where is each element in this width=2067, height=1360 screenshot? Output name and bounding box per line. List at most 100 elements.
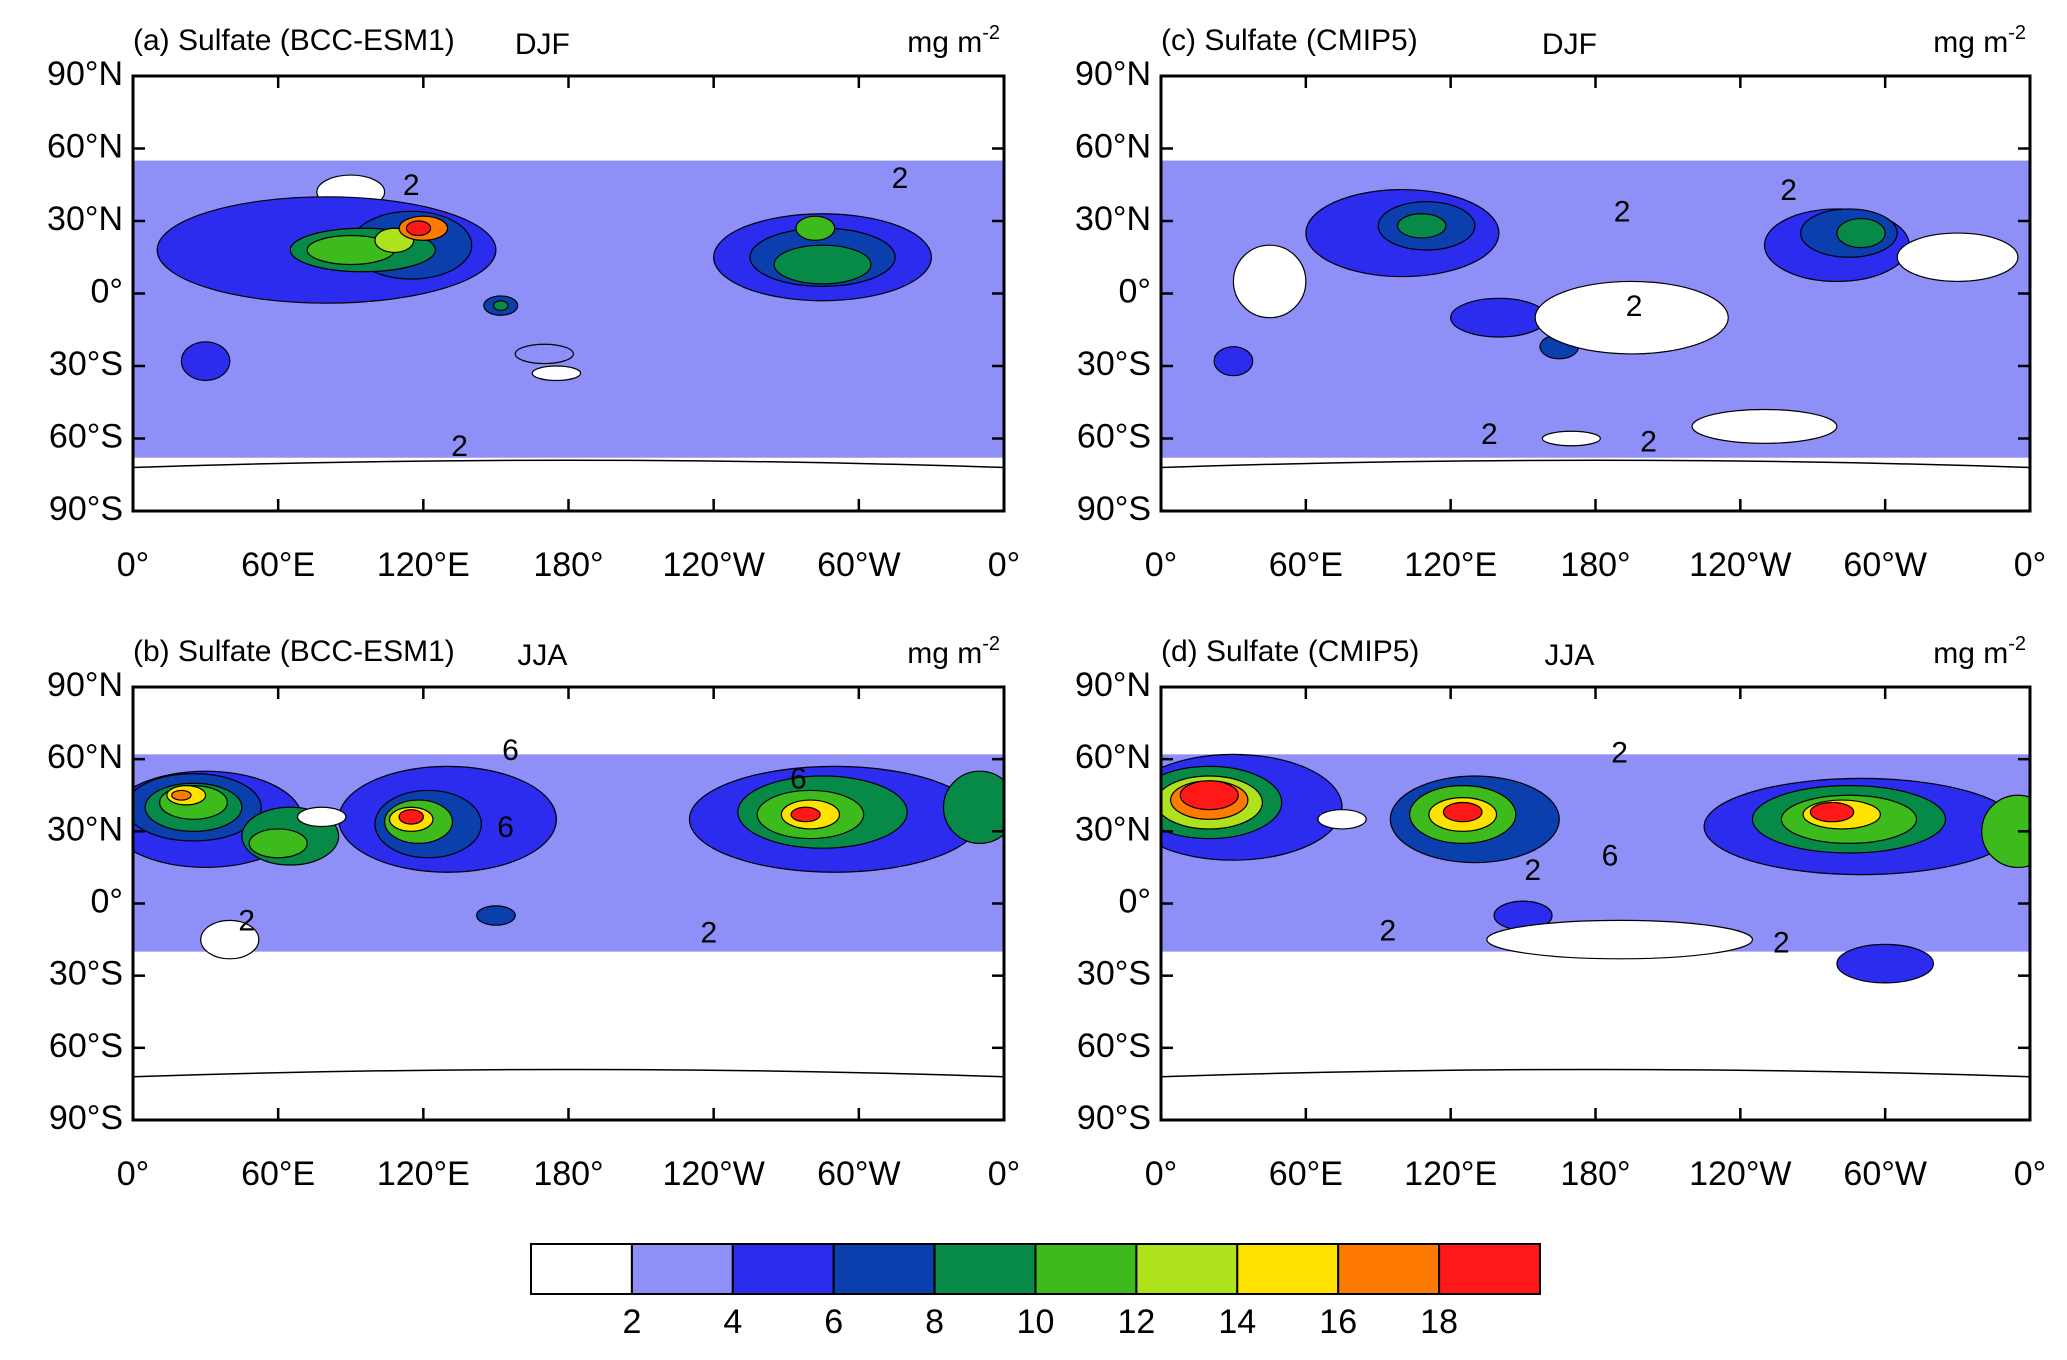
y-tick-label: 90°N bbox=[47, 666, 123, 704]
x-tick-label: 0° bbox=[1145, 1155, 1178, 1193]
colorbar-label: 2 bbox=[622, 1303, 641, 1341]
coast-line bbox=[1161, 459, 2030, 469]
colorbar-swatch bbox=[1236, 1243, 1340, 1295]
season-label: JJA bbox=[517, 639, 567, 672]
units: mg m-2 bbox=[1933, 633, 2026, 670]
panel-title: (c) Sulfate (CMIP5) bbox=[1161, 24, 1418, 57]
y-tick-label: 90°S bbox=[49, 490, 123, 528]
contour-region bbox=[514, 343, 574, 365]
y-tick-label: 90°N bbox=[1075, 666, 1151, 704]
y-tick-label: 30°N bbox=[47, 810, 123, 848]
x-tick-label: 60°W bbox=[817, 546, 901, 584]
y-tick-label: 60°S bbox=[49, 1027, 123, 1065]
colorbar-label: 4 bbox=[723, 1303, 742, 1341]
x-tick-label: 120°E bbox=[1404, 546, 1497, 584]
contour-region bbox=[296, 806, 347, 828]
contour-region bbox=[398, 809, 424, 825]
x-tick-label: 180° bbox=[1560, 1155, 1630, 1193]
contour-label: 2 bbox=[403, 169, 420, 202]
colorbar-swatch bbox=[731, 1243, 835, 1295]
contour-label: 2 bbox=[1614, 196, 1631, 229]
contour-label: 6 bbox=[1602, 840, 1619, 873]
x-tick-label: 60°W bbox=[817, 1155, 901, 1193]
contour-region bbox=[1836, 217, 1886, 249]
colorbar-swatch bbox=[1034, 1243, 1138, 1295]
map-panel: 2 2 2 2 2 90°N 60°N 30°N 0° 30°S 60°S 90°S 0° 60°E 120… bbox=[1075, 22, 2046, 584]
contour-region bbox=[200, 919, 260, 960]
map-fill bbox=[1161, 687, 2030, 1120]
panel-title: (a) Sulfate (BCC-ESM1) bbox=[133, 24, 455, 57]
y-tick-label: 30°N bbox=[1075, 810, 1151, 848]
colorbar-swatch bbox=[1438, 1243, 1541, 1295]
x-tick-label: 120°E bbox=[377, 1155, 470, 1193]
map-fill bbox=[133, 76, 1004, 511]
units-exponent: -2 bbox=[2008, 22, 2026, 44]
y-tick-label: 0° bbox=[90, 882, 123, 920]
contour-region bbox=[1691, 408, 1838, 444]
y-tick-label: 30°S bbox=[1077, 345, 1151, 383]
contour-region bbox=[1317, 809, 1367, 830]
map-panel: 2 6 2 2 2 90°N 60°N 30°N 0° 30°S 60°S 90°S 0° 60°E 120… bbox=[1075, 633, 2047, 1193]
y-tick-label: 90°N bbox=[47, 55, 123, 93]
contour-region bbox=[942, 770, 1004, 844]
x-tick-label: 180° bbox=[533, 1155, 603, 1193]
panel-title: (d) Sulfate (CMIP5) bbox=[1161, 635, 1419, 668]
y-tick-label: 30°N bbox=[47, 200, 123, 238]
y-tick-label: 60°N bbox=[47, 127, 123, 165]
x-tick-label: 0° bbox=[117, 1155, 150, 1193]
contour-region bbox=[475, 905, 516, 926]
y-tick-label: 30°S bbox=[1077, 955, 1151, 993]
units-exponent: -2 bbox=[982, 633, 1000, 655]
contour-region bbox=[790, 806, 821, 823]
x-tick-label: 0° bbox=[988, 1155, 1021, 1193]
y-tick-label: 0° bbox=[1118, 272, 1151, 310]
contour-region bbox=[1179, 780, 1239, 811]
contour-region bbox=[248, 828, 308, 859]
contour-region bbox=[1232, 244, 1307, 319]
contour-region bbox=[1486, 919, 1754, 960]
y-tick-label: 30°S bbox=[49, 955, 123, 993]
x-tick-label: 120°E bbox=[377, 546, 470, 584]
y-tick-label: 60°S bbox=[1077, 417, 1151, 455]
contour-region bbox=[1836, 943, 1935, 984]
x-tick-label: 180° bbox=[1560, 546, 1630, 584]
season-label: JJA bbox=[1544, 639, 1594, 672]
contour-label: 6 bbox=[790, 763, 807, 796]
units: mg m-2 bbox=[907, 22, 1000, 59]
contour-label: 6 bbox=[497, 811, 514, 844]
colorbar-label: 12 bbox=[1117, 1303, 1155, 1341]
contour-label: 6 bbox=[502, 734, 519, 767]
x-tick-label: 60°E bbox=[241, 1155, 315, 1193]
colorbar-swatch bbox=[933, 1243, 1037, 1295]
contour-region bbox=[1442, 801, 1483, 823]
contour-region bbox=[1809, 801, 1855, 823]
colorbar-swatch bbox=[832, 1243, 936, 1295]
colorbar-label: 18 bbox=[1420, 1303, 1458, 1341]
contour-region bbox=[1541, 430, 1601, 447]
contour-region bbox=[1981, 794, 2030, 869]
units: mg m-2 bbox=[907, 633, 1000, 670]
y-tick-label: 90°S bbox=[1077, 1099, 1151, 1137]
contour-label: 2 bbox=[1611, 736, 1628, 769]
contour-region bbox=[405, 220, 432, 237]
y-tick-label: 60°N bbox=[1075, 738, 1151, 776]
y-tick-label: 60°N bbox=[47, 738, 123, 776]
x-tick-label: 60°E bbox=[1269, 546, 1343, 584]
contour-label: 2 bbox=[451, 430, 468, 463]
y-tick-label: 0° bbox=[90, 272, 123, 310]
contour-region bbox=[492, 300, 509, 312]
colorbar-swatch bbox=[630, 1243, 734, 1295]
colorbar-swatch bbox=[530, 1243, 633, 1295]
units-base: mg m bbox=[1933, 26, 2008, 59]
x-tick-label: 120°W bbox=[1689, 546, 1791, 584]
units-base: mg m bbox=[907, 26, 982, 59]
x-tick-label: 180° bbox=[533, 546, 603, 584]
contour-label: 2 bbox=[892, 162, 909, 195]
colorbar-label: 10 bbox=[1017, 1303, 1055, 1341]
contour-label: 2 bbox=[238, 905, 255, 938]
map-fill bbox=[1161, 76, 2030, 511]
coast-line bbox=[1161, 1068, 2030, 1078]
x-tick-label: 0° bbox=[2014, 1155, 2047, 1193]
x-tick-label: 60°W bbox=[1843, 1155, 1927, 1193]
